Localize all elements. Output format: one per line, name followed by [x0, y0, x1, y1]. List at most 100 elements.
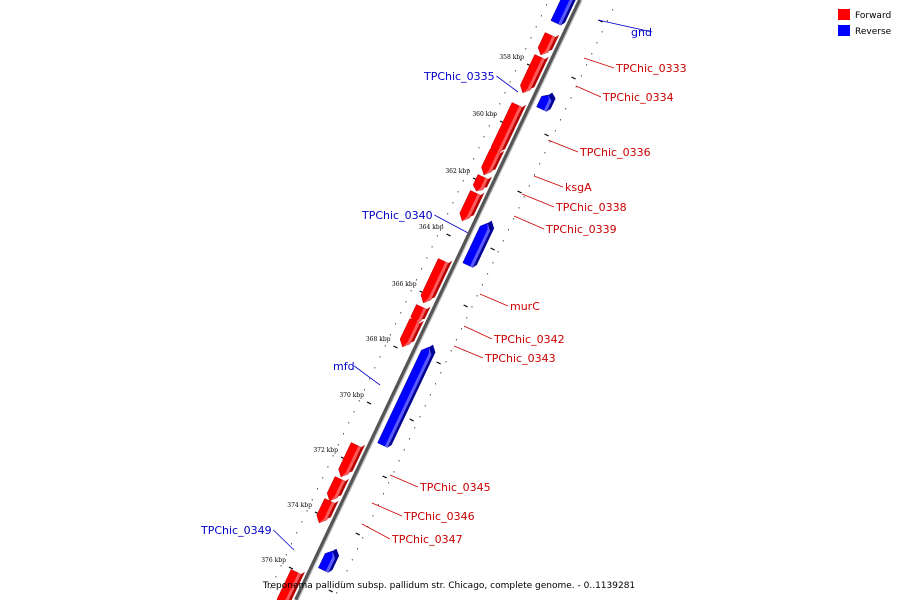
gene-label-tpchic-0345: TPChic_0345 [419, 481, 491, 494]
gene-tpchic-0345-highlight [341, 445, 362, 477]
gene-leader-tpchic-0335 [496, 75, 519, 93]
guide-dot-right [403, 449, 405, 451]
guide-dot-left [374, 367, 376, 369]
gene-leader-tpchic-0340 [434, 214, 471, 235]
gene-tpchic-0336-edge [493, 104, 527, 155]
guide-dot-right [414, 427, 416, 429]
guide-dot-left [353, 411, 355, 413]
gene-label-tpchic-0336: TPChic_0336 [579, 146, 651, 159]
guide-dot-left [494, 114, 495, 116]
tick-label-3: 362 kbp [445, 168, 470, 175]
gene-label-tpchic-0342: TPChic_0342 [493, 333, 565, 346]
guide-dot-right [523, 196, 525, 198]
gene-label-tpchic-0335: TPChic_0335 [423, 70, 495, 83]
guide-dot-left [436, 235, 438, 237]
gene-murc-arrow [420, 258, 453, 304]
guide-dot-left [400, 312, 402, 314]
gene-tpchic-0334-arrow [520, 54, 549, 94]
tick-mark-7 [366, 401, 372, 405]
gene-tpchic-0339-arrow [459, 190, 485, 222]
gene-leader-tpchic-0342 [463, 325, 493, 340]
guide-dot-left [426, 257, 428, 259]
gene-tpchic-0338-body [472, 174, 489, 192]
guide-dot-left [421, 268, 423, 270]
gene-tpchic-0345-arrow [338, 442, 366, 478]
gene-tpchic-0334-edge [522, 56, 549, 93]
guide-dot-right [440, 372, 442, 374]
guide-dot-right [424, 405, 426, 407]
guide-dot-right [346, 570, 348, 572]
gene-features [276, 0, 576, 600]
gene-unlabeled-edge [288, 571, 305, 600]
gene-tpchic-0349-edge [328, 548, 340, 573]
guide-dot-right [601, 31, 603, 33]
gene-tpchic-0333-body [537, 32, 556, 56]
guide-dot-left [322, 477, 324, 479]
gene-leader-tpchic-0334 [575, 85, 602, 98]
guide-dot-left [504, 92, 506, 94]
gene-tpchic-0340-edge [472, 220, 495, 268]
gene-label-tpchic-0343: TPChic_0343 [484, 352, 556, 365]
tick-label-1: 358 kbp [499, 54, 524, 61]
tick-mark-right [571, 76, 576, 80]
tick-mark-4 [446, 233, 451, 237]
guide-dot-right [497, 251, 499, 253]
position-dots [270, 4, 614, 594]
gene-tpchic-0346-arrow [326, 476, 349, 502]
guide-dot-left [468, 169, 469, 171]
guide-dot-right [471, 306, 473, 308]
gene-tpchic-0334-highlight [522, 57, 545, 93]
guide-dot-left [270, 587, 272, 589]
guide-dot-right [565, 108, 567, 110]
tick-mark-right [382, 475, 387, 479]
gene-leader-tpchic-0336 [547, 139, 579, 153]
guide-dot-left [280, 565, 282, 567]
tick-mark-right [544, 133, 549, 137]
guide-dot-right [560, 119, 561, 121]
gene-gnd-highlight [558, 0, 573, 26]
gene-label-tpchic-0338: TPChic_0338 [555, 201, 627, 214]
genome-caption: Treponema pallidum subsp. pallidum str. … [262, 581, 635, 591]
gene-label-mfd: mfd [333, 360, 355, 373]
guide-dot-left [530, 37, 532, 39]
gene-tpchic-0346-edge [329, 478, 349, 501]
tick-label-7: 370 kbp [339, 392, 364, 399]
tick-mark-right [328, 589, 334, 593]
gene-leader-tpchic-0349 [273, 529, 295, 551]
guide-dot-left [275, 576, 277, 578]
guide-dot-left [447, 213, 449, 215]
guide-dot-left [337, 444, 339, 446]
guide-dot-left [535, 26, 537, 28]
guide-dot-left [520, 59, 522, 61]
guide-dot-right [575, 86, 577, 88]
gene-tpchic-0340-arrow [462, 220, 495, 268]
gene-leader-murc [479, 293, 509, 307]
guide-dot-right [539, 163, 541, 165]
guide-dot-right [351, 559, 353, 561]
gene-leader-tpchic-0343 [453, 345, 484, 359]
guide-dot-right [409, 438, 410, 440]
guide-dot-right [508, 229, 509, 231]
guide-dot-right [383, 493, 384, 495]
gene-label-ksga: ksgA [565, 181, 592, 194]
gene-tpchic-0338-arrow [472, 174, 492, 192]
guide-dot-right [544, 152, 546, 154]
guide-dot-right [450, 350, 452, 352]
gene-label-tpchic-0347: TPChic_0347 [391, 533, 463, 546]
gene-tpchic-0342-highlight [413, 307, 427, 323]
guide-dot-right [518, 207, 520, 209]
guide-dot-right [357, 548, 358, 550]
genome-backbone [294, 0, 583, 600]
guide-dot-left [369, 378, 371, 380]
guide-dot-left [415, 279, 417, 281]
gene-tpchic-0343-edge [402, 320, 424, 347]
guide-dot-left [405, 301, 407, 303]
gene-gnd-arrow [550, 0, 576, 26]
legend-forward-label: Forward [855, 11, 891, 21]
tick-label-10: 376 kbp [261, 557, 286, 564]
tick-label-9: 374 kbp [287, 502, 312, 509]
guide-dot-left [389, 334, 391, 336]
guide-dot-right [336, 592, 338, 594]
guide-dot-right [419, 416, 421, 418]
tick-mark-right [355, 532, 360, 536]
